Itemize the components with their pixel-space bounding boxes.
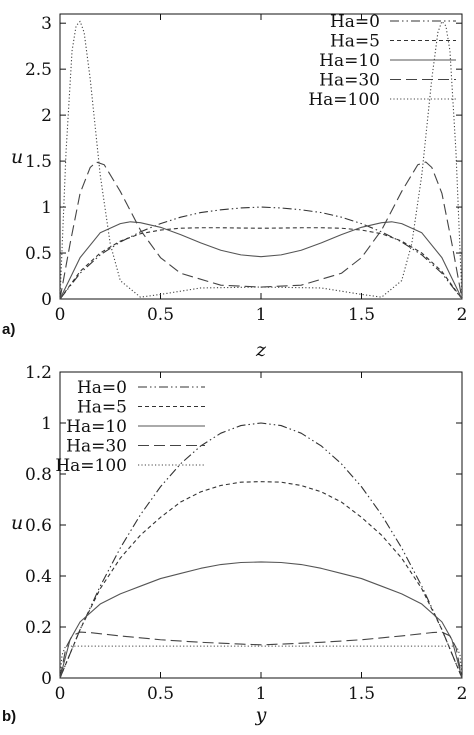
panel-b-y-tick-label: 0.2: [25, 618, 52, 638]
panel-a-legend-label: Ha=10: [319, 51, 380, 71]
panel-b-legend-label: Ha=10: [66, 417, 127, 437]
panel-a-series-line-ha-0: [59, 206, 463, 300]
panel-b-y-tick-label: 0: [41, 669, 52, 689]
panel-a-x-tick-label: 1: [256, 305, 267, 325]
panel-a-y-tick-label: 0: [41, 290, 52, 310]
panel-a-series-line-ha-30: [59, 161, 463, 300]
panel-a-x-tick-label: 0.5: [147, 305, 174, 325]
panel-a-legend-label: Ha=5: [330, 32, 380, 52]
panel-a-y-tick-label: 2: [41, 106, 52, 126]
panel-b-x-tick-label: 1: [256, 684, 267, 704]
panel-a-x-tick-label: 0: [55, 305, 66, 325]
panel-a-legend-label: Ha=30: [319, 71, 380, 91]
panel-b-series-line-ha-10: [59, 561, 463, 679]
panel-b-series-line-ha-0: [59, 422, 463, 679]
panel-b-y-tick-label: 0.4: [25, 567, 52, 587]
panel-a-legend-label: Ha=100: [308, 90, 380, 110]
panel-b-legend-label: Ha=100: [55, 456, 127, 476]
panel-a-y-tick-label: 0.5: [25, 244, 52, 264]
panel-a-y-axis-label: u: [11, 146, 23, 168]
panel-a-panel-label: a): [2, 321, 15, 338]
panel-b-y-tick-label: 0.6: [25, 516, 52, 536]
panel-b-y-axis-label: u: [11, 512, 23, 534]
panel-b-series-line-ha-100: [59, 645, 463, 679]
panel-b-x-tick-label: 0.5: [147, 684, 174, 704]
panel-b-y-tick-label: 1: [41, 414, 52, 434]
panel-b-x-tick-label: 1.5: [348, 684, 375, 704]
panel-a-legend-label: Ha=0: [330, 12, 380, 32]
panel-b-y-tick-label: 1.2: [25, 363, 52, 383]
panel-b-legend-label: Ha=0: [77, 378, 127, 398]
panel-a-series-line-ha-5: [59, 227, 463, 300]
panel-a-y-tick-label: 1.5: [25, 152, 52, 172]
panel-b-x-tick-label: 2: [457, 684, 468, 704]
panel-b-panel-label: b): [2, 708, 16, 725]
panel-b-x-axis-label: y: [255, 704, 267, 726]
panel-a-series-line-ha-100: [59, 20, 463, 300]
panel-a-x-tick-label: 1.5: [348, 305, 375, 325]
panel-a-x-axis-label: z: [255, 339, 267, 361]
panel-a-y-tick-label: 1: [41, 198, 52, 218]
panel-b-legend-label: Ha=5: [77, 398, 127, 418]
panel-a-y-tick-label: 2.5: [25, 60, 52, 80]
panel-b-x-tick-label: 0: [55, 684, 66, 704]
panel-b-y-tick-label: 0.8: [25, 465, 52, 485]
panel-b-series-line-ha-30: [59, 631, 463, 679]
panel-b-series-line-ha-5: [59, 481, 463, 679]
panel-a-series-line-ha-10: [59, 221, 463, 300]
panel-b-legend-label: Ha=30: [66, 437, 127, 457]
panel-a-x-tick-label: 2: [457, 305, 468, 325]
panel-a-y-tick-label: 3: [41, 14, 52, 34]
